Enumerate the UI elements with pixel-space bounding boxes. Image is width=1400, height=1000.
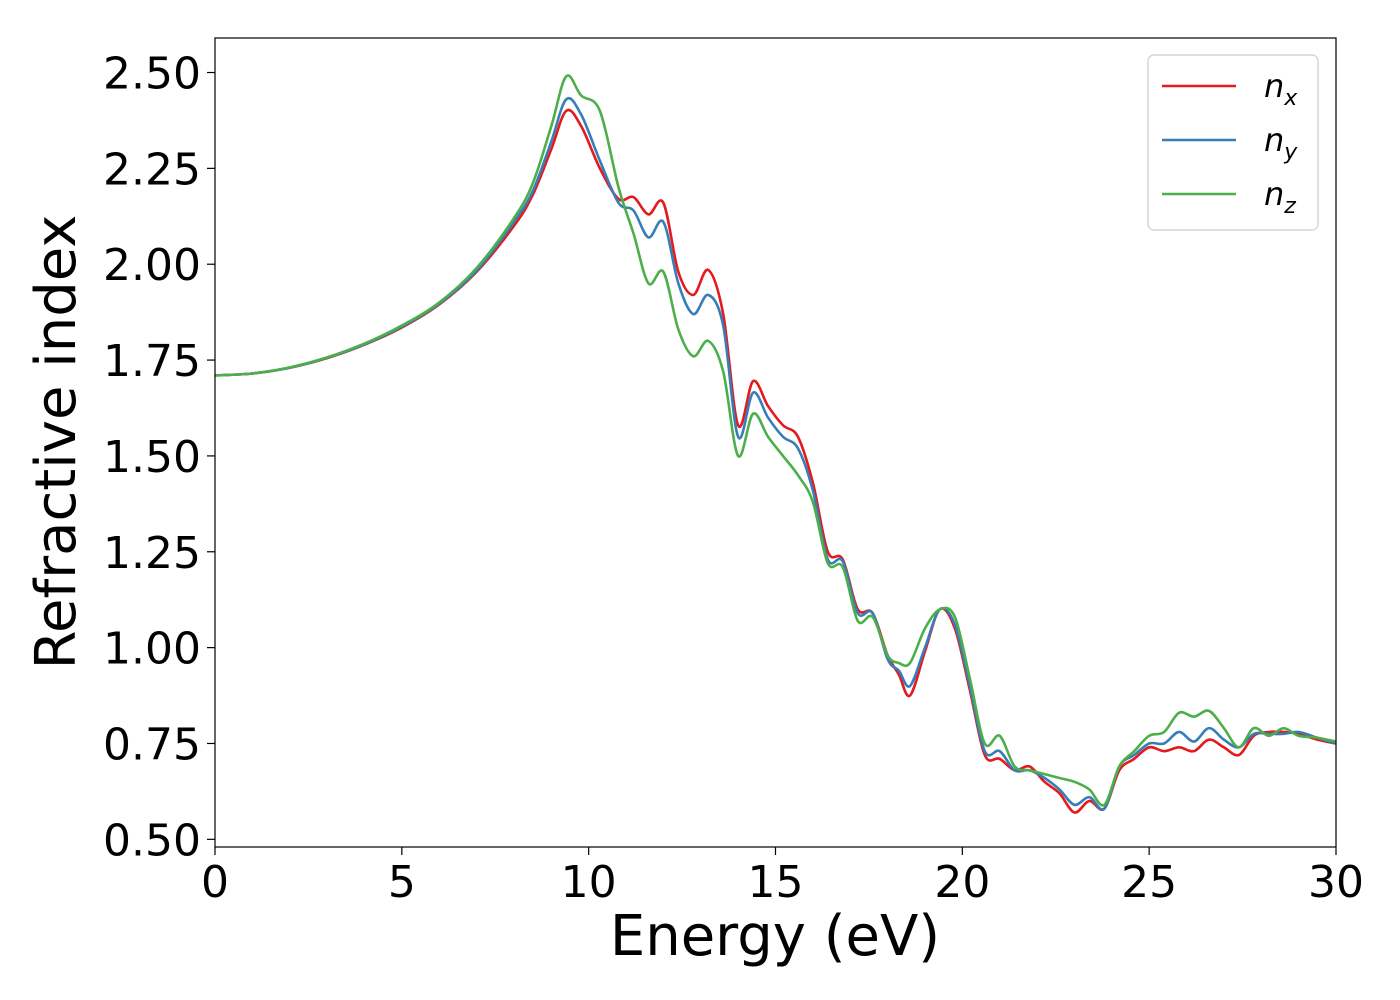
legend-box bbox=[1147, 54, 1319, 231]
x-tick-label: 25 bbox=[1121, 857, 1177, 908]
legend-label-y: ny bbox=[1264, 121, 1298, 165]
x-tick-label: 10 bbox=[561, 857, 617, 908]
y-tick-label: 0.75 bbox=[103, 719, 201, 770]
x-axis-title: Energy (eV) bbox=[610, 904, 940, 969]
y-tick-label: 1.25 bbox=[103, 528, 201, 579]
x-axis-ticks: 0 5 10 15 20 25 30 bbox=[201, 847, 1364, 908]
series-layer bbox=[215, 74, 1336, 814]
legend-label-z: nz bbox=[1264, 175, 1296, 219]
y-tick-label: 1.50 bbox=[103, 432, 201, 483]
series-line-z bbox=[215, 74, 1336, 807]
y-tick-label: 0.50 bbox=[103, 815, 201, 866]
x-tick-label: 20 bbox=[934, 857, 990, 908]
y-axis-title: Refractive index bbox=[24, 215, 89, 670]
legend-label-x: nx bbox=[1264, 67, 1298, 111]
x-tick-label: 15 bbox=[748, 857, 804, 908]
x-tick-label: 5 bbox=[388, 857, 416, 908]
y-axis-ticks: 0.50 0.75 1.00 1.25 1.50 1.75 2.00 2.25 2.50 bbox=[103, 49, 215, 866]
x-tick-label: 0 bbox=[201, 857, 229, 908]
series-line-y bbox=[215, 97, 1336, 811]
legend: nx ny nz bbox=[1147, 54, 1319, 231]
x-tick-label: 30 bbox=[1308, 857, 1364, 908]
y-tick-label: 2.25 bbox=[103, 144, 201, 195]
y-tick-label: 2.50 bbox=[103, 49, 201, 100]
y-tick-label: 1.00 bbox=[103, 624, 201, 675]
y-tick-label: 2.00 bbox=[103, 240, 201, 291]
y-tick-label: 1.75 bbox=[103, 336, 201, 387]
